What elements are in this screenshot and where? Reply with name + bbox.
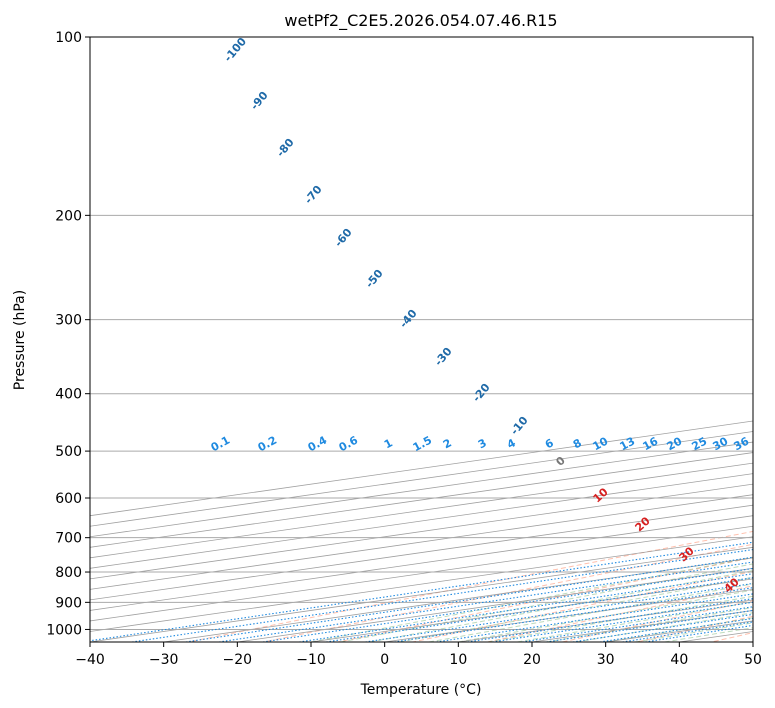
mixing-ratio-line (546, 609, 753, 642)
dry-adiabat-line (186, 530, 753, 642)
y-tick-label: 100 (55, 30, 82, 46)
mixing-ratio-line (572, 613, 753, 642)
mixing-ratio-line (262, 567, 753, 642)
mixing-ratio-label: 20 (665, 434, 685, 453)
y-tick-label: 400 (55, 387, 82, 403)
mixing-ratio-label: 16 (641, 434, 661, 453)
x-axis-label: Temperature (°C) (360, 682, 482, 698)
x-tick-label: 30 (597, 652, 615, 668)
dry-adiabat-line (335, 557, 753, 642)
chart-title: wetPf2_C2E5.2026.054.07.46.R15 (284, 11, 557, 31)
x-tick-label: 0 (380, 652, 389, 668)
plot-frame (89, 36, 754, 643)
mixing-ratio-label: 30 (711, 434, 731, 453)
x-tick-label: 20 (523, 652, 541, 668)
y-tick-label: 700 (55, 531, 82, 547)
x-tick-label: −20 (223, 652, 253, 668)
x-tick-label: 50 (744, 652, 762, 668)
mixing-ratio-line (299, 573, 753, 642)
y-tick-label: 600 (55, 491, 82, 507)
isotherm-line (90, 452, 753, 548)
y-tick-label: 200 (55, 208, 82, 224)
x-tick-label: 10 (449, 652, 467, 668)
mixing-ratio-label: 10 (591, 434, 611, 453)
y-tick-label: 1000 (46, 622, 82, 638)
y-tick-label: 500 (55, 444, 82, 460)
mixing-ratio-line (185, 556, 753, 642)
isotherm-line (90, 504, 753, 601)
isotherm-line (90, 525, 753, 622)
y-tick-label: 900 (55, 595, 82, 611)
y-axis-label: Pressure (hPa) (12, 290, 28, 390)
moist-adiabat-line (487, 595, 753, 642)
mixing-ratio-line (326, 577, 753, 642)
dry-adiabat-line (485, 585, 753, 642)
mixing-ratio-label: 25 (690, 435, 710, 454)
y-tick-label: 300 (55, 313, 82, 329)
mixing-ratio-line (218, 561, 753, 642)
isotherm-line (90, 483, 753, 580)
dry-adiabat-line (559, 600, 753, 642)
isotherm-line (90, 515, 753, 611)
moist-adiabat-line (428, 583, 753, 642)
moist-adiabat-line (369, 570, 753, 642)
x-tick-label: −30 (149, 652, 179, 668)
isotherm-line (90, 494, 753, 590)
x-tick-label: 40 (670, 652, 688, 668)
mixing-ratio-label: 36 (732, 434, 752, 453)
y-tick-label: 800 (55, 565, 82, 581)
mixing-ratio-label: 13 (618, 435, 638, 454)
isotherm-line (90, 473, 753, 569)
isotherm-line (90, 536, 753, 632)
x-tick-label: −10 (296, 652, 326, 668)
x-tick-label: −40 (75, 652, 105, 668)
isotherm-line (90, 462, 753, 559)
